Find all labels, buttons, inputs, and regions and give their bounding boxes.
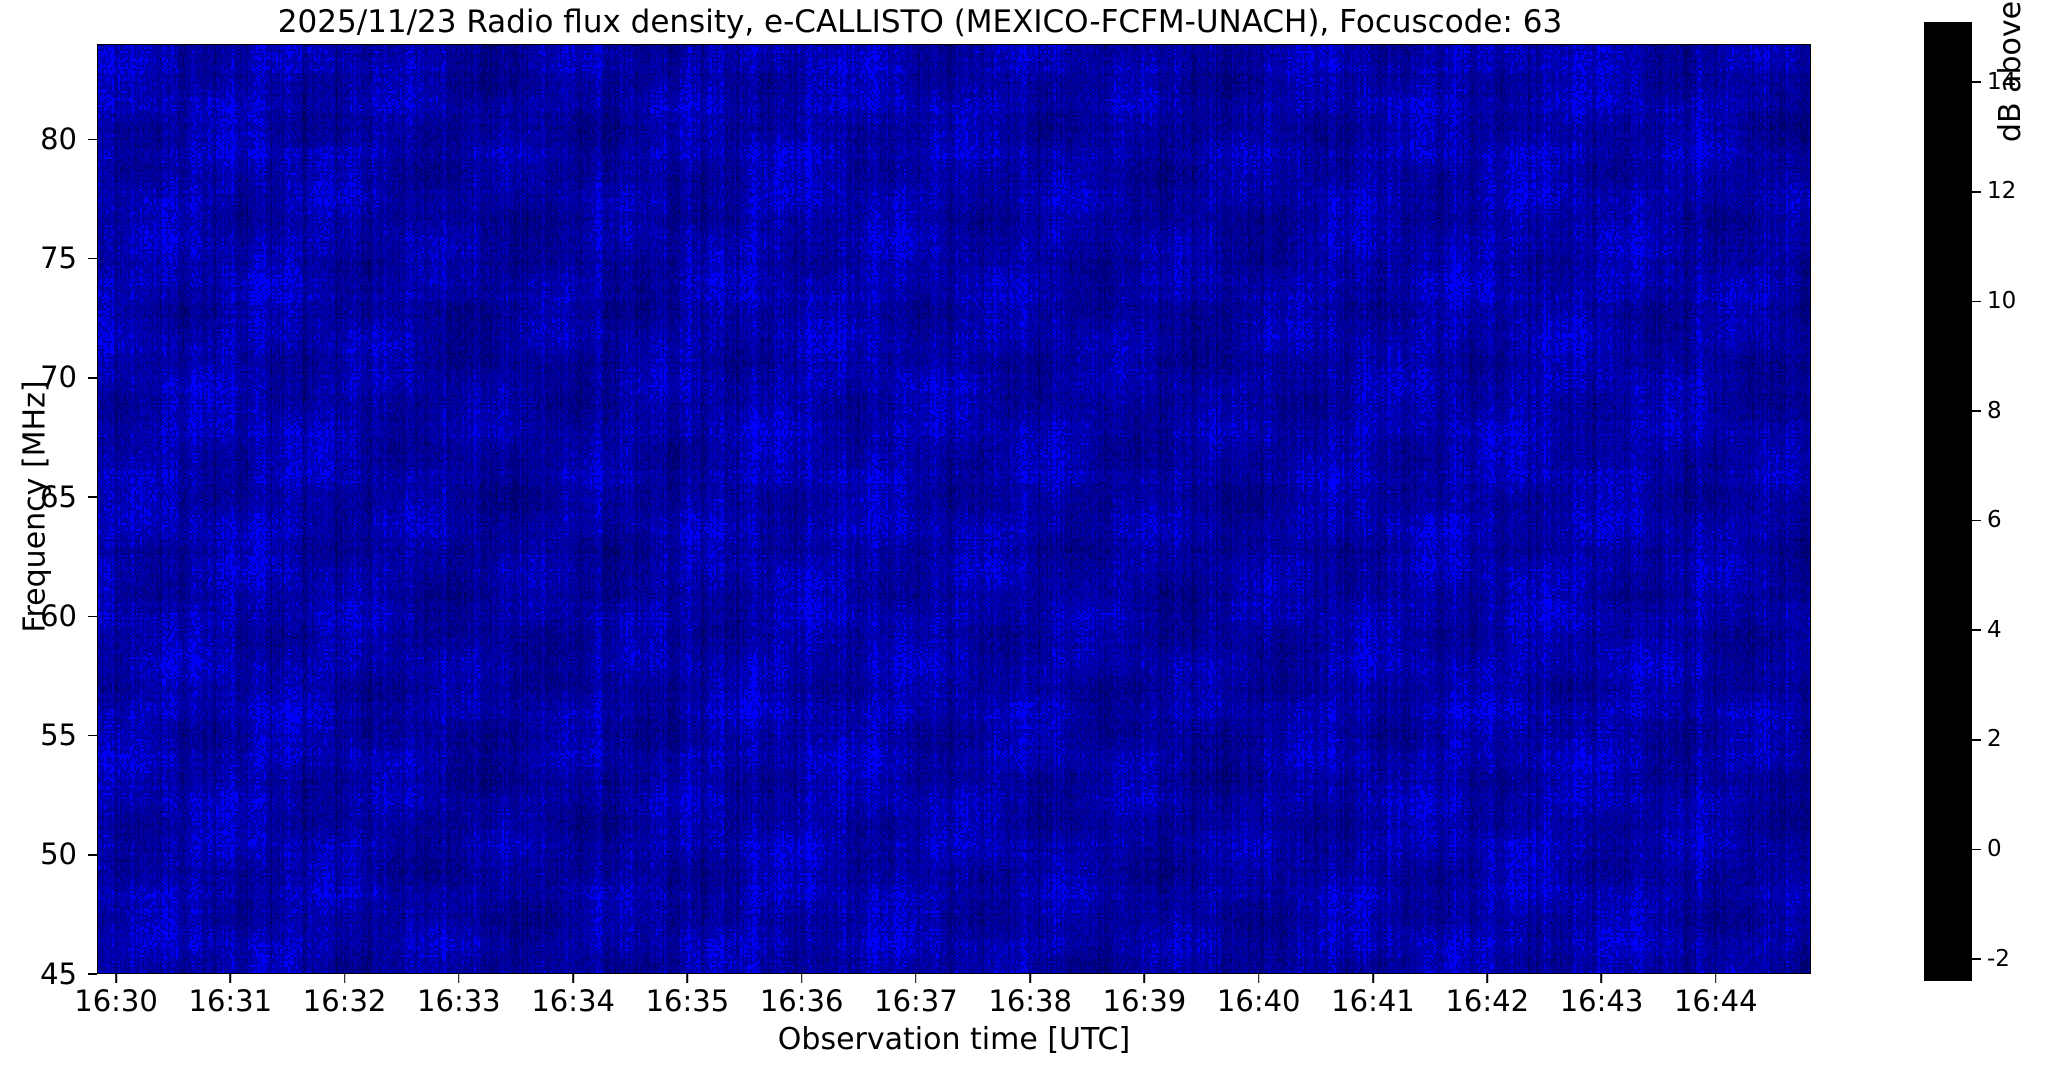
x-tick: 16:44 (1674, 974, 1758, 1016)
x-tick: 16:34 (531, 974, 615, 1016)
colorbar-tick-mark (1972, 410, 1981, 412)
x-tick-label: 16:32 (302, 984, 387, 1018)
colorbar-tick-label: -2 (1987, 945, 2010, 972)
y-tick-mark (88, 257, 97, 260)
page-title: 2025/11/23 Radio flux density, e-CALLIST… (277, 4, 1563, 40)
x-tick-label: 16:39 (1102, 984, 1187, 1018)
colorbar-label: dB above background (1993, 0, 2037, 478)
colorbar-tick-label: 14 (1987, 68, 2017, 95)
x-tick-label: 16:40 (1216, 984, 1301, 1018)
y-axis: Frequency [MHz] 80 75 70 65 60 55 50 45 (0, 44, 97, 988)
x-tick: 16:33 (417, 974, 501, 1016)
x-tick-mark (572, 974, 574, 983)
colorbar-tick-mark (1972, 300, 1981, 303)
x-tick-mark (229, 974, 232, 983)
colorbar-tick-mark (1972, 848, 1981, 851)
y-tick-label: 45 (40, 956, 77, 991)
colorbar-tick-mark (1972, 81, 1981, 84)
x-tick-mark (1600, 974, 1603, 983)
x-tick: 16:31 (188, 974, 273, 1018)
y-tick-mark (88, 615, 97, 618)
x-tick-mark (343, 974, 346, 983)
colorbar-tick-label: 6 (1987, 507, 2002, 534)
x-tick: 16:40 (1216, 974, 1301, 1018)
colorbar-gradient (1924, 22, 1972, 981)
x-tick-mark (1143, 974, 1146, 983)
x-tick-label: 16:43 (1559, 984, 1644, 1018)
y-tick-label: 55 (40, 718, 77, 753)
x-tick-mark (458, 974, 460, 983)
x-tick: 16:37 (874, 974, 958, 1016)
y-tick-mark (88, 138, 97, 141)
y-tick-mark (88, 377, 97, 379)
x-tick-label: 16:34 (531, 984, 615, 1018)
x-tick: 16:42 (1445, 974, 1529, 1016)
x-tick: 16:39 (1102, 974, 1187, 1018)
colorbar: -2 0 2 4 6 8 10 12 14 (1924, 22, 2016, 981)
colorbar-tick-label: 8 (1987, 397, 2002, 424)
colorbar-tick-label: 10 (1987, 287, 2017, 314)
y-tick-label: 70 (40, 360, 77, 395)
x-tick: 16:41 (1331, 974, 1415, 1016)
x-tick-label: 16:42 (1445, 984, 1530, 1018)
colorbar-tick-label: 4 (1987, 616, 2002, 643)
x-tick-label: 16:30 (74, 984, 158, 1018)
y-tick-mark (88, 853, 97, 856)
x-tick-mark (1714, 974, 1717, 983)
y-tick-label: 80 (40, 121, 77, 156)
x-tick-mark (1372, 974, 1374, 983)
x-axis-label: Observation time [UTC] (777, 1022, 1131, 1057)
y-tick-label: 75 (40, 241, 77, 276)
x-tick-label: 16:44 (1673, 984, 1758, 1018)
colorbar-tick-label: 0 (1987, 835, 2002, 862)
spectrogram-plot (97, 44, 1811, 974)
colorbar-tick-label: 2 (1987, 726, 2002, 753)
x-axis: 16:30 16:31 16:32 16:33 16:34 16:35 16:36 16:37… (74, 974, 1811, 1034)
x-tick-mark (915, 974, 917, 983)
colorbar-tick-label: 12 (1987, 178, 2017, 205)
x-tick: 16:30 (74, 974, 158, 1016)
y-tick-mark (88, 496, 97, 498)
x-tick-label: 16:33 (417, 984, 501, 1018)
colorbar-tick-mark (1972, 191, 1981, 193)
x-tick: 16:36 (759, 974, 844, 1018)
y-tick-mark (88, 734, 97, 737)
x-tick-label: 16:37 (874, 984, 958, 1018)
x-tick-label: 16:36 (759, 984, 844, 1018)
x-tick: 16:38 (988, 974, 1072, 1016)
x-tick-mark (115, 974, 117, 983)
y-tick-label: 65 (40, 479, 77, 514)
spectrogram-image (98, 45, 1810, 973)
x-tick-mark (800, 974, 803, 983)
x-tick: 16:32 (302, 974, 387, 1018)
x-tick: 16:35 (645, 974, 730, 1018)
colorbar-tick-mark (1972, 958, 1981, 960)
colorbar-tick-mark (1972, 739, 1981, 741)
x-tick-label: 16:35 (645, 984, 730, 1018)
y-tick-label: 60 (40, 598, 77, 633)
y-tick-label: 50 (40, 837, 77, 872)
y-tick-mark (88, 973, 97, 975)
x-tick-mark (1029, 974, 1031, 983)
x-tick-label: 16:38 (988, 984, 1072, 1018)
colorbar-tick-mark (1972, 629, 1981, 632)
x-tick-mark (1486, 974, 1489, 983)
colorbar-ticks: -2 0 2 4 6 8 10 12 14 (1972, 22, 2042, 981)
colorbar-tick-mark (1972, 519, 1981, 522)
x-tick-label: 16:41 (1331, 984, 1415, 1018)
x-tick-label: 16:31 (188, 984, 273, 1018)
x-tick-mark (686, 974, 689, 983)
x-tick: 16:43 (1559, 974, 1644, 1018)
x-tick-mark (1257, 974, 1260, 983)
